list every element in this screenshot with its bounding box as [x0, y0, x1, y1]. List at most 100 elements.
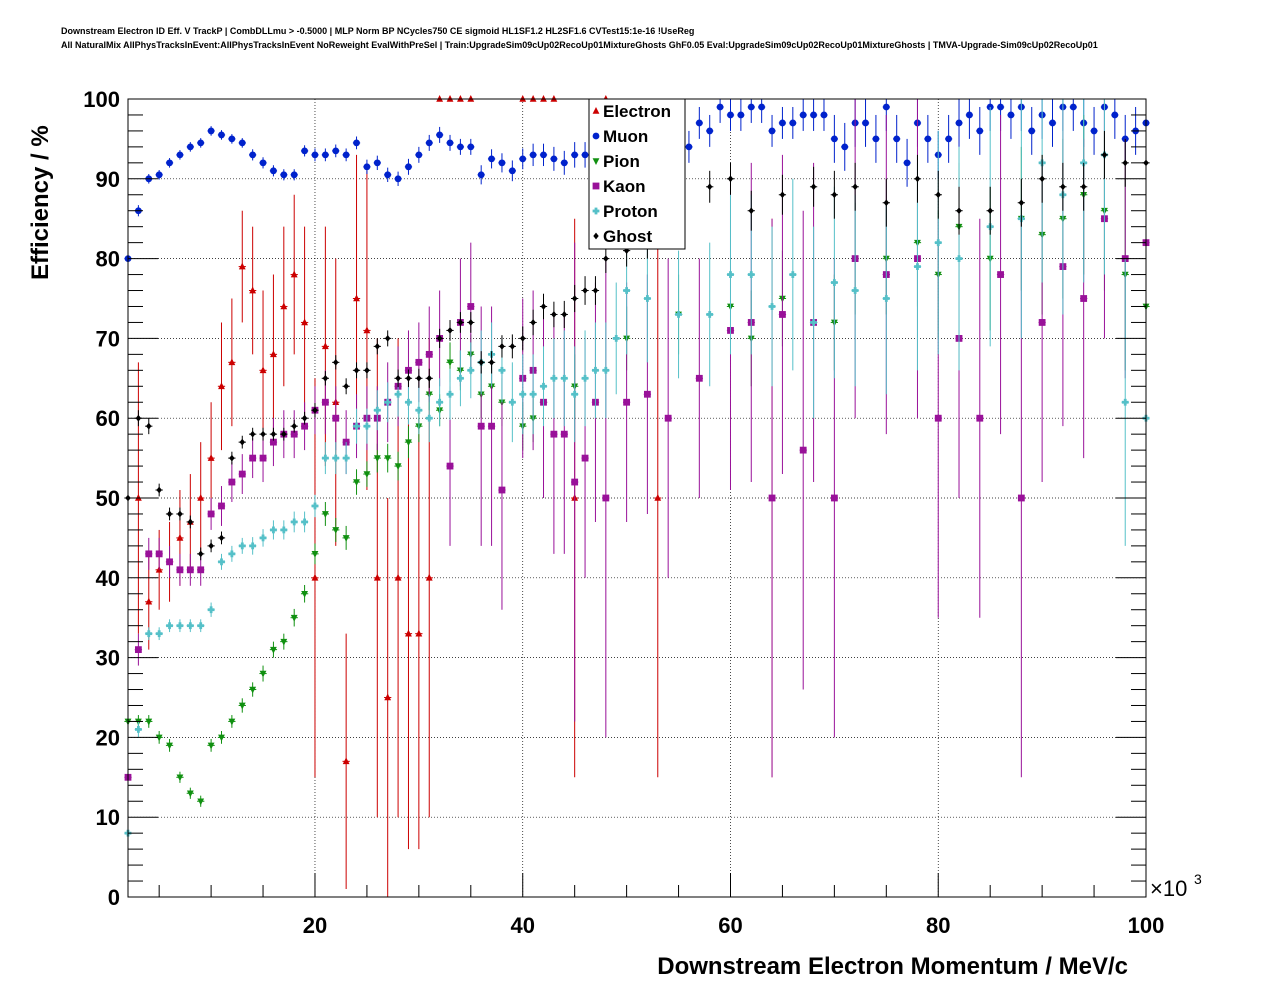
- ghost-marker: [488, 358, 495, 366]
- kaon-point: [996, 114, 1005, 435]
- muon-point: [373, 155, 381, 171]
- ghost-marker: [229, 454, 235, 462]
- ghost-point: [934, 170, 942, 219]
- proton-point: [612, 282, 620, 395]
- electron-marker: [425, 573, 433, 581]
- plus-v: [791, 271, 795, 278]
- kaon-marker: [581, 454, 589, 462]
- kaon-point: [976, 218, 984, 618]
- ghost-point: [487, 351, 496, 374]
- ghost-point: [145, 418, 153, 435]
- muon-marker: [945, 135, 953, 143]
- muon-marker: [685, 143, 693, 151]
- proton-point: [249, 537, 257, 555]
- muon-point: [1007, 99, 1015, 139]
- proton-point: [384, 382, 392, 423]
- electron-marker: [197, 494, 205, 501]
- electron-marker: [457, 95, 464, 102]
- muon-marker: [342, 151, 350, 159]
- kaon-marker: [332, 414, 340, 422]
- legend-marker-kaon: [592, 182, 600, 190]
- plus-v: [812, 319, 815, 326]
- electron-marker: [519, 95, 527, 102]
- electron-marker: [654, 494, 662, 501]
- proton-point: [726, 194, 735, 355]
- pion-marker: [186, 790, 194, 798]
- kaon-marker: [446, 462, 454, 470]
- electron-point: [269, 274, 278, 435]
- proton-marker: [768, 303, 776, 310]
- plus-v: [916, 263, 919, 270]
- proton-point: [197, 619, 205, 633]
- electron-marker: [207, 454, 215, 461]
- ghost-marker: [914, 175, 921, 183]
- kaon-marker: [768, 494, 776, 502]
- pion-marker: [301, 590, 308, 598]
- proton-marker: [540, 382, 547, 390]
- muon-point: [487, 149, 496, 169]
- proton-marker: [373, 406, 381, 414]
- plus-v: [832, 279, 836, 286]
- x-tick-label: 100: [1128, 913, 1165, 938]
- proton-point: [674, 250, 683, 379]
- electron-point: [207, 402, 215, 514]
- muon-marker: [997, 103, 1004, 111]
- y-tick-label: 90: [96, 167, 120, 192]
- legend-marker-electron: [592, 107, 600, 114]
- muon-marker: [249, 151, 257, 159]
- ghost-point: [882, 178, 890, 227]
- pion-marker: [384, 455, 392, 463]
- muon-marker: [903, 159, 911, 167]
- kaon-marker: [249, 454, 257, 462]
- ghost-marker: [706, 183, 713, 191]
- proton-marker: [882, 295, 890, 302]
- ghost-marker: [436, 335, 443, 342]
- muon-marker: [415, 151, 423, 159]
- muon-marker: [768, 127, 776, 135]
- pion-point: [352, 469, 361, 495]
- ghost-point: [560, 300, 568, 329]
- proton-marker: [612, 335, 620, 342]
- ghost-marker: [208, 542, 214, 550]
- ghost-point: [467, 312, 475, 333]
- muon-point: [435, 126, 444, 143]
- pion-marker: [166, 742, 173, 750]
- ghost-marker: [561, 311, 568, 318]
- legend-entry-kaon: Kaon: [592, 177, 646, 196]
- electron-point: [311, 378, 319, 778]
- proton-marker: [727, 271, 734, 278]
- pion-marker: [321, 511, 329, 518]
- legend-entry-pion: Pion: [592, 152, 640, 171]
- kaon-point: [207, 498, 215, 530]
- ghost-point: [415, 368, 423, 388]
- plus-v: [251, 542, 255, 550]
- muon-point: [529, 143, 537, 167]
- muon-marker: [789, 119, 797, 127]
- electron-point: [280, 226, 288, 387]
- proton-marker: [280, 526, 288, 534]
- plus-v: [510, 398, 514, 406]
- muon-marker: [166, 159, 173, 167]
- ghost-marker: [364, 366, 370, 374]
- proton-marker: [290, 518, 298, 526]
- plus-v: [645, 295, 649, 302]
- proton-point: [435, 378, 444, 427]
- muon-marker: [332, 147, 340, 155]
- plus-v: [417, 406, 421, 414]
- pion-point: [197, 795, 205, 807]
- muon-marker: [207, 127, 215, 135]
- proton-marker: [810, 319, 817, 326]
- ghost-marker: [343, 382, 349, 390]
- proton-point: [539, 346, 548, 427]
- pion-marker: [373, 455, 381, 463]
- proton-marker: [353, 422, 360, 430]
- electron-marker: [134, 494, 142, 501]
- muon-point: [197, 138, 205, 148]
- ghost-point: [519, 326, 527, 351]
- pion-marker: [270, 646, 277, 654]
- ghost-point: [726, 162, 735, 195]
- muon-marker: [259, 159, 267, 167]
- proton-point: [134, 721, 143, 738]
- muon-marker: [467, 143, 475, 151]
- muon-point: [841, 122, 849, 171]
